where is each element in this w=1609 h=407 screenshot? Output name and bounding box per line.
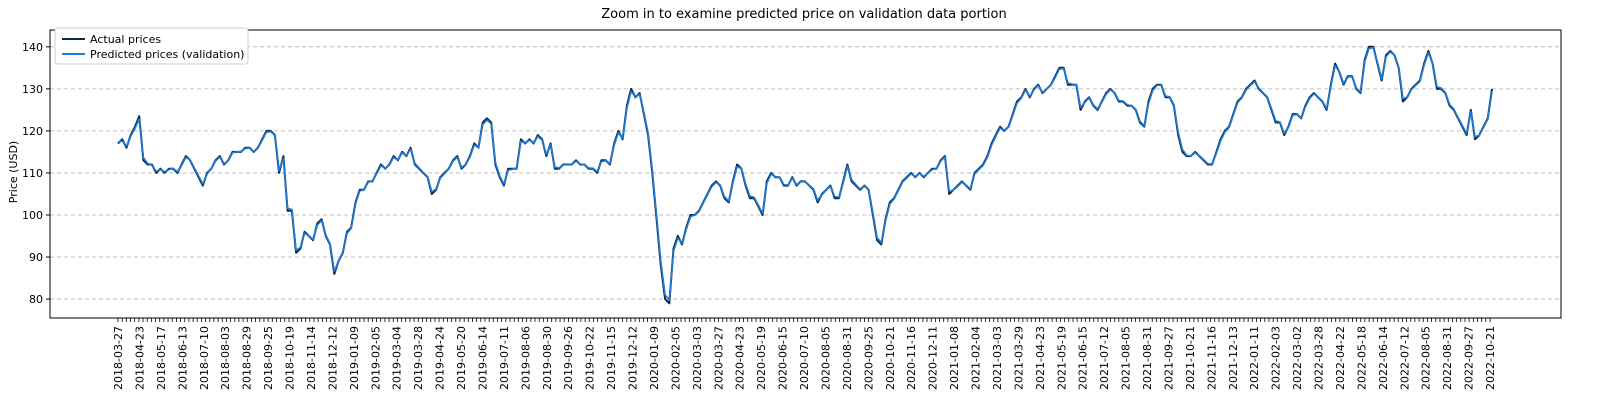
x-tick-label: 2019-02-05 (369, 326, 382, 390)
x-tick-label: 2022-06-14 (1377, 326, 1390, 390)
x-tick-label: 2019-05-20 (455, 326, 468, 390)
x-tick-label: 2022-05-18 (1355, 326, 1368, 390)
series-line-actual (117, 45, 1493, 305)
x-tick-label: 2018-08-03 (219, 326, 232, 390)
x-tick-label: 2022-09-27 (1463, 326, 1476, 390)
x-tick-label: 2019-10-22 (584, 326, 597, 390)
x-tick-label: 2019-09-26 (562, 326, 575, 390)
x-tick-label: 2022-04-22 (1334, 326, 1347, 390)
x-tick-label: 2021-08-31 (1141, 326, 1154, 390)
y-tick-label: 130 (22, 83, 43, 96)
x-tick-label: 2019-04-24 (434, 326, 447, 390)
x-tick-label: 2020-08-31 (841, 326, 854, 390)
y-tick-label: 90 (29, 251, 43, 264)
x-axis-ticks: 2018-03-27 2018-04-23 2018-05-17 2018-06-13… (112, 318, 1497, 390)
chart-title: Zoom in to examine predicted price on va… (601, 7, 1006, 22)
plot-frame (49, 29, 1562, 319)
x-tick-label: 2021-05-19 (1055, 326, 1068, 390)
x-tick-label: 2021-06-15 (1077, 326, 1090, 390)
x-tick-label: 2021-03-03 (991, 326, 1004, 390)
x-tick-label: 2018-08-29 (241, 326, 254, 390)
x-tick-label: 2019-12-12 (627, 326, 640, 390)
y-axis-label: Price (USD) (7, 141, 20, 203)
series-group (117, 45, 1493, 305)
y-axis-ticks: 80 90 100 110 120 130 140 (22, 41, 50, 306)
x-tick-label: 2021-10-21 (1184, 326, 1197, 390)
x-tick-label: 2019-08-06 (519, 326, 532, 390)
y-tick-label: 110 (22, 167, 43, 180)
gridlines (50, 46, 1561, 300)
x-tick-label: 2019-03-04 (391, 326, 404, 390)
x-tick-label: 2021-08-05 (1120, 326, 1133, 390)
x-tick-label: 2018-03-27 (112, 326, 125, 390)
x-tick-label: 2018-10-19 (284, 326, 297, 390)
x-tick-label: 2018-11-14 (305, 326, 318, 390)
legend: Actual prices Predicted prices (validati… (54, 27, 249, 65)
x-tick-label: 2018-06-13 (176, 326, 189, 390)
x-tick-label: 2018-09-25 (262, 326, 275, 390)
x-tick-label: 2020-03-27 (712, 326, 725, 390)
x-tick-label: 2020-09-25 (862, 326, 875, 390)
x-tick-label: 2018-04-23 (133, 326, 146, 390)
legend-label-predicted: Predicted prices (validation) (90, 48, 244, 61)
x-tick-label: 2021-12-13 (1227, 326, 1240, 390)
x-tick-label: 2021-01-08 (948, 326, 961, 390)
x-tick-label: 2019-08-30 (541, 326, 554, 390)
x-tick-label: 2021-07-12 (1098, 326, 1111, 390)
x-tick-label: 2019-03-28 (412, 326, 425, 390)
x-tick-label: 2022-01-11 (1248, 326, 1261, 390)
x-tick-label: 2022-02-03 (1270, 326, 1283, 390)
x-tick-label: 2019-07-11 (498, 326, 511, 390)
x-tick-label: 2020-03-03 (691, 326, 704, 390)
x-tick-label: 2020-12-11 (927, 326, 940, 390)
legend-box (54, 27, 249, 65)
x-tick-label: 2021-11-16 (1205, 326, 1218, 390)
x-tick-label: 2020-11-16 (905, 326, 918, 390)
y-tick-label: 140 (22, 41, 43, 54)
x-tick-label: 2021-03-29 (1012, 326, 1025, 390)
x-tick-label: 2018-07-10 (198, 326, 211, 390)
x-tick-label: 2018-05-17 (155, 326, 168, 390)
x-tick-label: 2022-10-21 (1484, 326, 1497, 390)
x-tick-label: 2022-03-02 (1291, 326, 1304, 390)
x-tick-label: 2022-07-12 (1398, 326, 1411, 390)
x-tick-label: 2020-01-09 (648, 326, 661, 390)
x-tick-label: 2020-02-05 (669, 326, 682, 390)
x-tick-label: 2021-02-04 (970, 326, 983, 390)
legend-label-actual: Actual prices (90, 33, 161, 46)
x-tick-label: 2019-01-09 (348, 326, 361, 390)
x-tick-label: 2020-10-21 (884, 326, 897, 390)
x-tick-label: 2020-08-05 (819, 326, 832, 390)
x-tick-label: 2020-05-19 (755, 326, 768, 390)
x-tick-label: 2020-06-15 (777, 326, 790, 390)
x-tick-label: 2021-04-23 (1034, 326, 1047, 390)
x-tick-label: 2018-12-12 (326, 326, 339, 390)
y-tick-label: 120 (22, 125, 43, 138)
x-tick-label: 2022-03-28 (1313, 326, 1326, 390)
x-tick-label: 2019-11-15 (605, 326, 618, 390)
y-tick-label: 80 (29, 293, 43, 306)
x-tick-label: 2019-06-14 (476, 326, 489, 390)
x-tick-label: 2022-08-05 (1420, 326, 1433, 390)
x-tick-label: 2020-07-10 (798, 326, 811, 390)
x-tick-label: 2020-04-23 (734, 326, 747, 390)
y-tick-label: 100 (22, 209, 43, 222)
series-line-predicted (117, 46, 1493, 301)
x-tick-label: 2021-09-27 (1162, 326, 1175, 390)
x-tick-label: 2022-08-31 (1441, 326, 1454, 390)
